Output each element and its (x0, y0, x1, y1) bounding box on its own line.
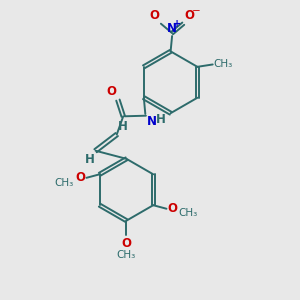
Text: −: − (191, 6, 200, 16)
Text: H: H (85, 153, 95, 166)
Text: CH₃: CH₃ (55, 178, 74, 188)
Text: O: O (184, 9, 194, 22)
Text: O: O (122, 237, 131, 250)
Text: O: O (75, 171, 85, 184)
Text: O: O (149, 9, 159, 22)
Text: H: H (118, 120, 128, 133)
Text: H: H (156, 113, 166, 126)
Text: CH₃: CH₃ (214, 59, 233, 70)
Text: CH₃: CH₃ (117, 250, 136, 260)
Text: N: N (167, 22, 177, 34)
Text: +: + (173, 19, 181, 29)
Text: O: O (106, 85, 116, 98)
Text: CH₃: CH₃ (179, 208, 198, 218)
Text: N: N (146, 115, 157, 128)
Text: O: O (168, 202, 178, 215)
